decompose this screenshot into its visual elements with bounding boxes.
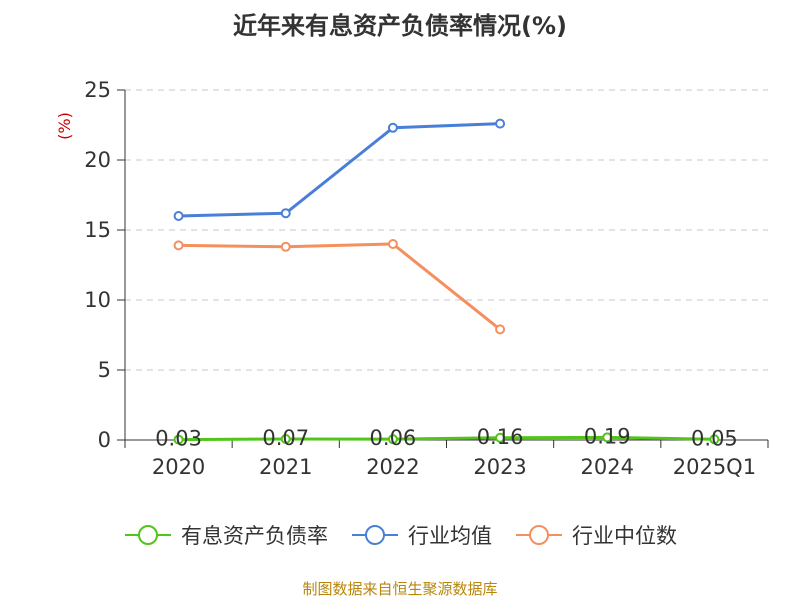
legend-label: 行业中位数: [572, 524, 677, 548]
legend-line-marker-icon: [125, 525, 171, 545]
y-tick-label: 5: [98, 358, 111, 382]
data-point: [173, 211, 184, 221]
data-point: [280, 208, 291, 219]
data-point: [387, 239, 398, 249]
y-tick-label: 15: [84, 218, 111, 242]
y-tick-label: 20: [84, 148, 111, 172]
data-point: [495, 324, 506, 335]
legend-label: 行业均值: [408, 524, 492, 548]
data-point: [173, 434, 184, 445]
y-tick-label: 10: [84, 288, 111, 312]
data-point: [495, 118, 506, 129]
legend-label: 有息资产负债率: [181, 524, 328, 548]
data-point: [387, 434, 398, 445]
data-point: [602, 432, 613, 443]
data-point: [495, 432, 506, 443]
legend-item-industry-mean[interactable]: 行业均值: [350, 520, 492, 550]
y-tick-label: 0: [98, 428, 111, 452]
x-tick-label: 2025Q1: [673, 455, 756, 479]
chart-title: 近年来有息资产负债率情况(%): [233, 12, 567, 40]
data-point: [280, 434, 291, 445]
x-tick-label: 2021: [259, 455, 312, 479]
data-point: [280, 241, 291, 252]
y-tick-label: 25: [84, 78, 111, 102]
legend-line-marker-icon: [516, 525, 562, 545]
data-point: [387, 122, 398, 133]
x-tick-label: 2024: [581, 455, 634, 479]
y-axis-label: (%): [55, 112, 74, 140]
series-line: [178, 122, 501, 218]
data-label: 0.05: [691, 426, 738, 450]
data-point: [173, 240, 184, 251]
legend-line-marker-icon: [352, 525, 398, 545]
legend-item-industry-median[interactable]: 行业中位数: [514, 520, 677, 550]
series-line: [178, 242, 502, 331]
data-point: [709, 434, 720, 445]
series-line: [178, 435, 715, 442]
data-label: 0.03: [155, 427, 202, 451]
legend: 有息资产负债率 行业均值 行业中位数: [0, 520, 800, 550]
data-label: 0.07: [262, 426, 309, 450]
x-tick-label: 2022: [366, 455, 419, 479]
x-tick-label: 2020: [152, 455, 205, 479]
data-label: 0.16: [477, 425, 524, 449]
x-tick-label: 2023: [473, 455, 526, 479]
legend-item-debt-ratio[interactable]: 有息资产负债率: [123, 520, 328, 550]
data-source-note: 制图数据来自恒生聚源数据库: [302, 580, 498, 598]
data-label: 0.06: [370, 426, 417, 450]
data-label: 0.19: [584, 424, 631, 448]
